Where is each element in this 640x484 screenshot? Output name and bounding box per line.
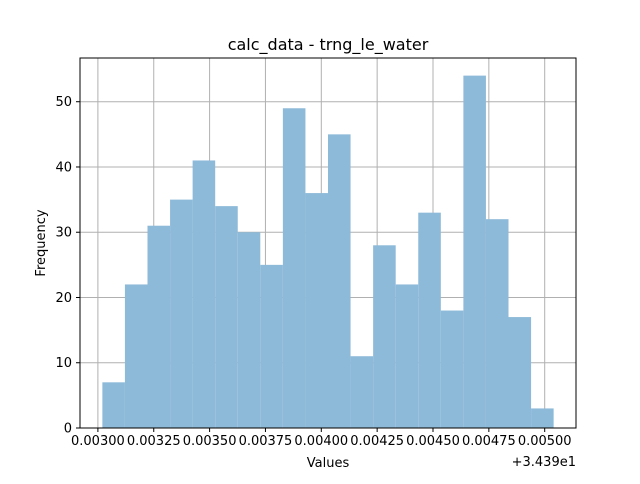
histogram-bar [282,108,306,428]
histogram-bar [260,264,283,428]
x-tick-label: 0.00375 [239,434,293,449]
axes-frame [79,57,577,429]
histogram-bar [463,75,486,428]
x-offset-label: +3.439e1 [512,455,576,470]
x-tick-label: 0.00300 [71,434,125,449]
histogram-bar [328,134,351,428]
x-axis-label: Values [307,456,350,471]
y-ticks: 0 10 20 30 40 50 [55,95,80,437]
histogram-bar [418,212,441,428]
histogram-bar [102,382,125,428]
y-tick-label: 40 [55,160,72,175]
histogram-bar [215,206,238,428]
histogram-bar [192,160,216,429]
x-tick-label: 0.00325 [127,434,181,449]
histogram-bar [170,199,193,428]
x-tick-label: 0.00500 [518,434,572,449]
x-tick-label: 0.00475 [462,434,516,449]
x-tick-label: 0.00425 [350,434,404,449]
histogram-bar [350,356,374,428]
y-tick-label: 20 [55,291,72,306]
x-tick-label: 0.00400 [294,434,348,449]
y-axis-label: Frequency [34,209,49,276]
x-tick-label: 0.00350 [183,434,237,449]
chart-title: calc_data - trng_le_water [228,35,429,55]
histogram-bar [237,232,261,428]
histogram-bar [440,310,464,428]
x-tick-label: 0.00450 [406,434,460,449]
x-ticks: 0.00300 0.00325 0.00350 0.00375 0.00400 0.004… [71,428,572,449]
histogram-bar [508,317,532,428]
histogram-bar [147,225,171,428]
y-tick-label: 10 [55,356,72,371]
histogram-bar [395,284,419,428]
histogram-bar [124,284,148,428]
histogram-bar [485,219,509,428]
histogram-bar [305,193,328,428]
y-tick-label: 30 [55,226,72,241]
histogram-bar [531,408,554,428]
histogram-bar [373,245,396,428]
bars [102,75,554,429]
y-tick-label: 50 [55,95,72,110]
y-tick-label: 0 [64,422,72,437]
